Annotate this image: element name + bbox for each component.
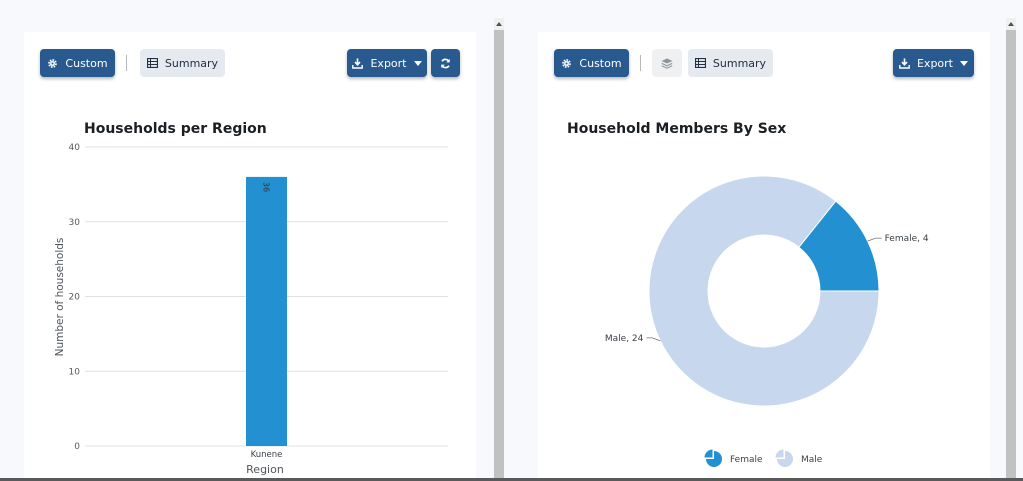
refresh-icon [441,58,450,68]
bar-chart-y-tick-label: 30 [69,218,81,228]
toolbar-divider [126,55,127,71]
bar-chart-title: Households per Region [84,121,267,137]
donut-label-connector [867,237,882,242]
pie-legend-icon [777,451,793,467]
gear-icon [562,58,572,68]
bar-chart-y-tick-label: 20 [69,293,81,303]
caret-down-icon [413,60,422,66]
bar-chart-y-tick-label: 0 [74,442,80,452]
donut-slice-male[interactable] [648,175,880,407]
donut-data-label: Male, 24 [605,334,644,344]
layers-button[interactable] [652,49,682,77]
summary-button[interactable]: Summary [688,49,773,77]
bar-chart-x-tick-label: Kunene [251,450,283,460]
table-icon [146,58,158,68]
legend-item-male[interactable]: Male [775,449,823,468]
household-members-by-sex-panel: Custom Summary Export Household Members … [538,32,990,481]
download-icon [352,58,364,69]
table-icon [694,58,706,68]
window-bottom-border [0,478,1023,481]
households-per-region-panel: Custom Summary Export Households per Reg… [24,32,476,481]
legend-label: Male [801,455,823,465]
summary-button-label: Summary [164,56,219,70]
bar-kunene[interactable] [246,176,287,446]
pie-chart-title: Household Members By Sex [567,121,787,137]
export-button[interactable]: Export [893,49,974,77]
download-icon [899,58,910,69]
bar-data-label: 36 [262,182,271,192]
donut-label-connector [646,337,661,342]
left-panel-scrollbar[interactable] [494,18,504,481]
bar-chart-y-axis-label: Number of households [54,238,66,357]
right-panel-scrollbar[interactable] [1006,18,1016,481]
pie-legend-icon [706,451,722,467]
caret-down-icon [960,60,968,66]
layers-icon [661,58,673,69]
export-button-label: Export [370,56,407,70]
bar-chart-y-tick-label: 10 [69,367,81,377]
summary-button[interactable]: Summary [140,49,225,77]
toolbar-divider [640,55,641,71]
summary-button-label: Summary [712,56,767,70]
pie-legend-icon-wedge [704,449,713,458]
donut-chart: Female, 4 Male, 24 Female Male [605,175,929,468]
custom-button[interactable]: Custom [40,49,115,77]
export-button[interactable]: Export [347,49,427,77]
scroll-up-arrow-icon[interactable] [1006,18,1016,30]
custom-button-label: Custom [579,56,622,70]
scroll-up-arrow-icon[interactable] [494,18,504,30]
gear-icon [48,58,58,68]
custom-button[interactable]: Custom [554,49,629,77]
legend-label: Female [730,455,763,465]
export-button-label: Export [916,56,953,70]
pie-legend-icon-wedge [775,449,784,458]
custom-button-label: Custom [65,56,108,70]
donut-data-label: Female, 4 [885,234,929,244]
bar-chart-y-tick-label: 40 [69,143,81,153]
refresh-button[interactable] [431,49,460,77]
bar-chart-x-axis-label: Region [246,463,284,476]
legend-item-female[interactable]: Female [704,449,764,468]
